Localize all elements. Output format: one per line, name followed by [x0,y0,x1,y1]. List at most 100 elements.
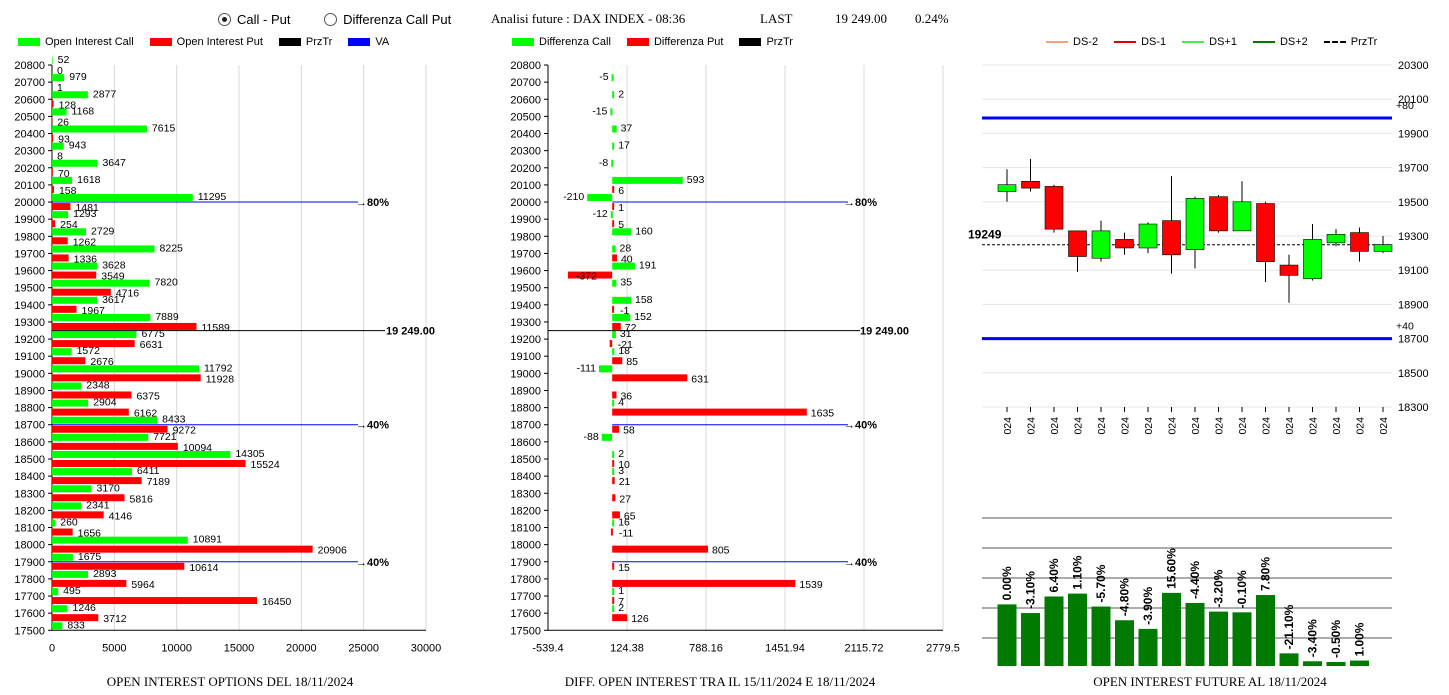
put-oi-bar [52,494,125,502]
call-oi-bar [52,262,98,270]
candle-body [1303,239,1322,280]
put-oi-bar [52,374,201,382]
call-oi-label: 7615 [152,123,176,135]
call-oi-bar [52,108,67,116]
legend-swatch-prztr [1323,41,1346,43]
put-oi-bar [52,357,86,365]
strike-label: 20300 [510,146,541,158]
diff-put-bar [612,545,709,553]
call-oi-label: 8433 [162,414,186,426]
put-oi-label: 2676 [90,356,114,368]
strike-label: 18300 [14,488,45,500]
call-oi-label: 3170 [97,482,121,494]
diff-put-bar [612,562,615,570]
future-oi-label: 0.00% [1000,566,1014,600]
future-oi-label: 6.40% [1047,558,1061,592]
put-oi-bar [52,597,258,605]
radio-call-put[interactable]: Call - Put [218,12,290,27]
legend-label-ds-2: DS+2 [1279,36,1308,48]
future-oi-bar [1021,613,1040,666]
diff-call-label: 31 [620,328,632,340]
future-oi-label: -0.50% [1329,620,1343,658]
radio-difference[interactable]: Differenza Call Put [324,12,451,27]
legend-swatch-open-interest-call [18,38,40,46]
put-oi-label: 1967 [82,305,106,317]
diff-call-label: 2 [618,88,624,100]
put-oi-label: 6375 [136,390,160,402]
caption-mid: DIFF. OPEN INTEREST TRA IL 15/11/2024 E … [564,674,876,689]
candle-body [1279,264,1299,276]
legend-item-prztr: PrzTr [1323,36,1377,48]
strike-label: 18400 [14,471,45,483]
diff-put-label: 1 [618,202,624,214]
strike-label: 20600 [14,94,45,106]
diff-call-bar [611,159,614,167]
diff-call-label: 158 [635,294,653,306]
candle-body [1326,233,1346,244]
strike-label: 18100 [510,523,541,535]
radio-call-put-indicator[interactable] [218,13,231,26]
x-tick-label: 20000 [286,642,317,654]
caption-right: OPEN INTEREST FUTURE AL 18/11/2024 [1093,674,1327,689]
diff-call-bar [612,228,632,236]
call-oi-label: 1618 [77,174,101,186]
future-oi-label: -3.40% [1306,619,1320,657]
future-oi-label: -4.80% [1118,578,1132,616]
strike-label: 19000 [14,368,45,380]
put-oi-label: 10094 [183,442,212,454]
strike-label: 18000 [14,540,45,552]
diff-put-bar [612,597,615,605]
call-oi-bar [52,536,188,544]
legend-label-prztr: PrzTr [766,36,793,48]
strike-label: 20800 [14,60,45,72]
strike-label: 17600 [14,608,45,620]
strike-label: 19900 [14,214,45,226]
prztr-label: 19 249.00 [386,326,435,338]
call-oi-bar [52,365,200,373]
legend-label-ds-1: DS+1 [1209,36,1237,48]
difference-chart: -539.4 124.38 788.16 1451.94 2115.72 2779.5 20… [510,60,960,654]
x-tick-label: 10000 [161,642,192,654]
strike-label: 18900 [14,385,45,397]
x-tick-label: 2779.5 [926,642,960,654]
candle-body [1138,223,1158,249]
call-oi-bar [52,74,65,82]
strike-label: 17500 [510,625,541,637]
legend-swatch-prztr [739,38,762,46]
put-oi-label: 10614 [189,562,218,574]
date-label: 28/10/2024 [1002,417,1014,435]
diff-call-bar [612,605,615,613]
legend-swatch-differenza-call [512,38,534,46]
future-oi-label: 1.00% [1353,622,1367,656]
future-oi-bar [1232,612,1252,666]
candle-body [1021,180,1040,189]
diff-call-bar [612,348,615,356]
strike-label: 19800 [510,231,541,243]
diff-call-label: 18 [618,345,630,357]
call-oi-label: 10891 [193,534,222,546]
call-oi-bar [52,519,56,527]
call-oi-bar [52,159,98,167]
diff-put-label: 10 [618,459,630,471]
put-oi-label: 254 [60,219,78,231]
strike-label: 18700 [14,420,45,432]
future-oi-label: -3.20% [1212,569,1226,607]
strike-label: 20500 [14,111,45,123]
call-oi-label: 6411 [137,465,160,477]
call-oi-label: 11792 [204,362,233,374]
radio-difference-indicator[interactable] [324,13,338,26]
call-oi-bar [52,279,150,287]
strike-label: 19500 [510,283,541,295]
diff-put-label: 15 [618,562,630,574]
last-change: 0.24% [915,11,949,26]
call-oi-bar [52,502,82,510]
put-oi-label: 93 [58,134,70,146]
call-oi-bar [52,296,98,304]
diff-put-label: 631 [691,373,709,385]
put-oi-label: 70 [58,168,70,180]
diff-put-bar [567,271,613,279]
date-label: 19/11/2024 [1378,417,1390,435]
strike-label: 19100 [14,351,45,363]
legend-swatch-open-interest-put [149,38,172,46]
diff-put-label: 36 [620,390,632,402]
